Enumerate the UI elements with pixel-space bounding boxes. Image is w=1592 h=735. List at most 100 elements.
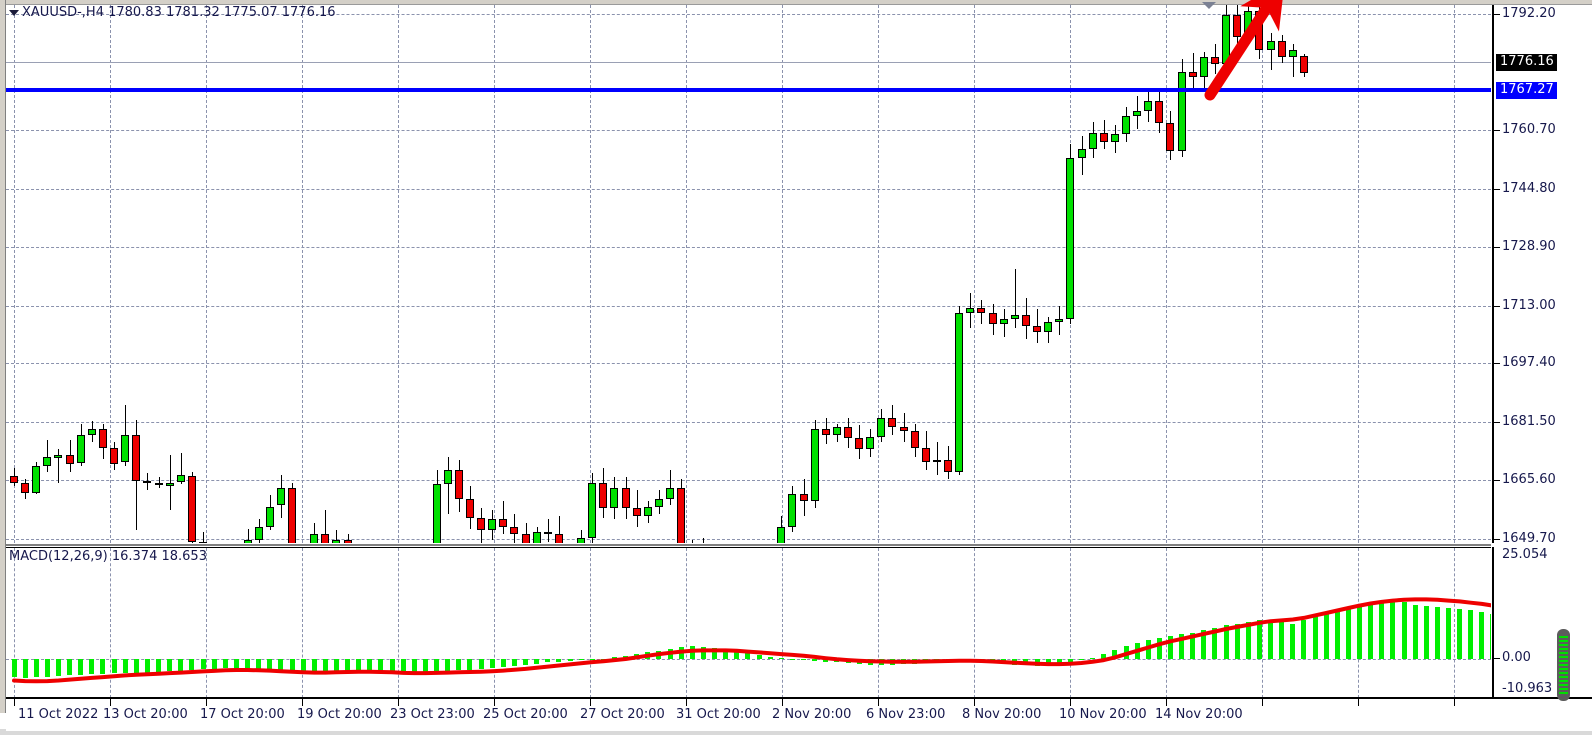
horizontal-gridline: [6, 421, 1491, 423]
macd-histogram-bar: [122, 659, 128, 673]
data-window-scrollbar[interactable]: [1557, 629, 1570, 701]
macd-axis-label: 0.00: [1502, 650, 1531, 665]
macd-histogram-bar: [489, 659, 495, 669]
vertical-gridline: [206, 5, 207, 543]
candle-wick: [348, 534, 349, 543]
candle-body: [1021, 314, 1030, 327]
candle-body: [1122, 116, 1130, 135]
candle-body: [1077, 149, 1086, 159]
candle-body: [810, 429, 819, 501]
candle-body: [98, 429, 107, 448]
macd-histogram-bar: [789, 658, 795, 660]
triangle-down-icon[interactable]: [9, 9, 19, 16]
candle-body: [1099, 132, 1108, 142]
macd-histogram-bar: [1112, 649, 1118, 659]
window-frame-top: [0, 0, 1592, 5]
price-axis[interactable]: 1792.20 1760.70 1744.80 1728.90 1713.00 1697.…: [1492, 5, 1592, 661]
macd-histogram-bar: [500, 659, 506, 667]
price-axis-label: 1665.60: [1502, 472, 1556, 488]
vertical-gridline: [110, 5, 111, 543]
macd-histogram-bar: [422, 659, 428, 674]
price-chart-pane[interactable]: [6, 5, 1491, 543]
vertical-gridline: [1454, 5, 1455, 543]
macd-histogram-bar: [322, 659, 328, 673]
horizontal-gridline: [6, 363, 1491, 365]
macd-histogram-bar: [1368, 603, 1374, 659]
price-axis-label: 1649.70: [1502, 530, 1556, 546]
candle-body: [1222, 14, 1231, 65]
macd-axis-label: 25.054: [1502, 547, 1548, 562]
macd-histogram-bar: [278, 659, 284, 672]
candle-body: [443, 469, 452, 485]
macd-signal-line: [12, 597, 1491, 684]
macd-histogram-bar: [1268, 619, 1274, 659]
candle-body: [777, 526, 786, 543]
candle-wick: [181, 453, 182, 485]
vertical-gridline: [686, 548, 687, 698]
macd-axis[interactable]: 25.054 0.00 -10.963: [1492, 547, 1592, 697]
support-level-label[interactable]: 1767.27: [1496, 82, 1557, 99]
candle-body: [1144, 101, 1153, 111]
macd-histogram-bar: [67, 659, 73, 676]
macd-histogram-bar: [578, 659, 584, 661]
vertical-gridline: [494, 5, 495, 543]
price-axis-label: 1681.50: [1502, 413, 1556, 429]
candle-body: [899, 427, 908, 431]
candle-body: [832, 427, 841, 435]
candle-wick: [670, 469, 671, 505]
macd-histogram-bar: [478, 659, 484, 670]
macd-histogram-bar: [1201, 630, 1207, 659]
macd-histogram-bar: [289, 659, 295, 674]
candle-body: [1188, 71, 1197, 78]
candle-wick: [248, 528, 249, 543]
macd-histogram-bar: [456, 659, 462, 671]
vertical-gridline: [1070, 548, 1071, 698]
macd-histogram-bar: [356, 659, 362, 671]
candle-body: [1010, 314, 1019, 319]
price-axis-tick: [1494, 247, 1500, 249]
macd-histogram-bar: [745, 653, 751, 659]
vertical-gridline: [302, 5, 303, 543]
macd-histogram-bar: [1079, 659, 1085, 661]
macd-histogram-bar: [1323, 612, 1329, 659]
price-axis-tick: [1494, 188, 1500, 190]
price-axis-label: 1713.00: [1502, 297, 1556, 313]
macd-histogram-bar: [11, 659, 17, 677]
macd-histogram-bar: [222, 659, 228, 669]
macd-histogram-bar: [1212, 627, 1218, 659]
candle-body: [966, 307, 975, 314]
macd-header-text: MACD(12,26,9) 16.374 18.653: [9, 549, 207, 564]
support-level-line[interactable]: [6, 88, 1491, 92]
candle-body: [1299, 55, 1308, 74]
macd-histogram-bar: [723, 649, 729, 659]
candle-body: [243, 539, 252, 543]
candle-body: [1210, 57, 1219, 65]
macd-histogram-bar: [545, 659, 551, 663]
macd-indicator-pane[interactable]: [6, 547, 1491, 698]
macd-histogram-bar: [311, 659, 317, 674]
candle-body: [1110, 134, 1119, 142]
candle-body: [1066, 158, 1075, 319]
macd-histogram-bar: [1490, 613, 1491, 659]
macd-histogram-bar: [245, 659, 251, 670]
time-axis-label: 6 Nov 23:00: [866, 707, 946, 722]
macd-histogram-bar: [33, 659, 39, 678]
horizontal-gridline: [6, 538, 1491, 540]
time-axis[interactable]: 11 Oct 2022 13 Oct 20:00 17 Oct 20:00 19 Oc…: [6, 697, 1592, 731]
vertical-gridline: [1262, 5, 1263, 543]
macd-histogram-bar: [1479, 612, 1485, 659]
vertical-gridline: [398, 548, 399, 698]
candle-body: [477, 517, 486, 531]
macd-histogram-bar: [78, 659, 84, 675]
candle-body: [1133, 110, 1142, 117]
candle-wick: [1193, 53, 1194, 89]
macd-signal-line-svg: [12, 597, 1491, 684]
time-axis-label: 23 Oct 23:00: [390, 707, 475, 722]
vertical-gridline: [206, 548, 207, 698]
vertical-gridline: [878, 5, 879, 543]
vertical-gridline: [1454, 548, 1455, 698]
macd-histogram-bar: [523, 659, 529, 665]
current-price-label: 1776.16: [1496, 54, 1557, 71]
candle-body: [588, 482, 597, 538]
macd-histogram-bar: [1301, 620, 1307, 659]
